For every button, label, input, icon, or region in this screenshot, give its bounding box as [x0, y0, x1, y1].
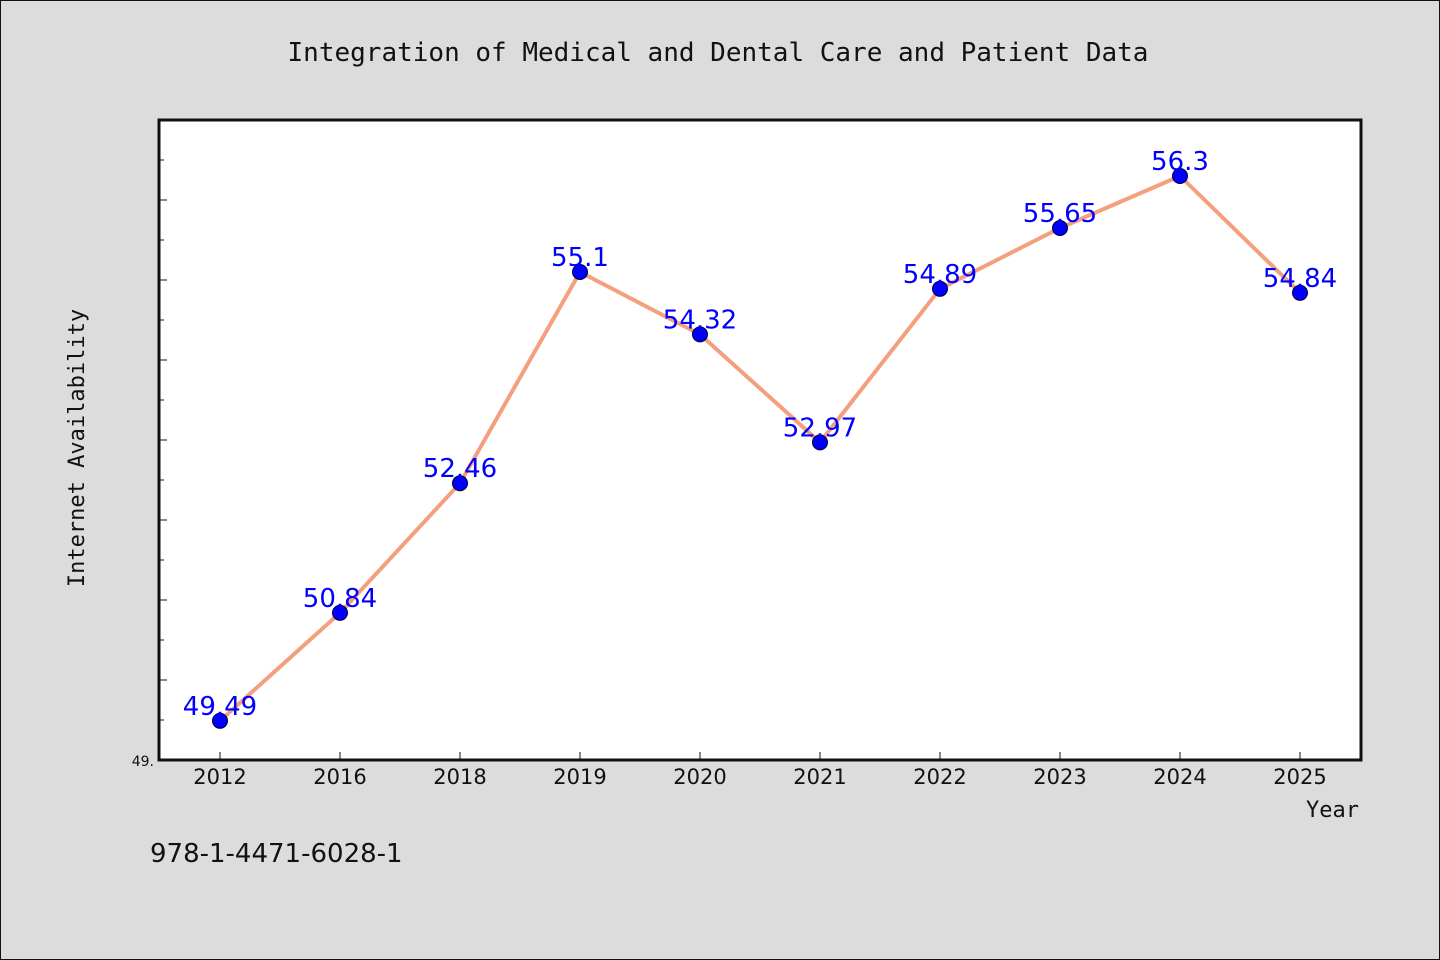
series-data-labels: 49.49 50.84 52.46 55.1 54.32 52.97 54.89 55.65 5…	[183, 147, 1337, 722]
data-point	[932, 280, 948, 297]
plot-area	[157, 118, 1363, 762]
series-markers	[212, 168, 1308, 729]
x-tick-label: 2016	[313, 765, 366, 789]
x-tick-label: 2019	[553, 765, 606, 789]
chart-title: Integration of Medical and Dental Care a…	[288, 38, 1149, 68]
data-label: 50.84	[303, 584, 377, 614]
y-axis-label: Internet Availability	[65, 309, 90, 587]
x-tick-label: 2023	[1033, 765, 1086, 789]
data-label: 52.46	[423, 454, 497, 484]
x-axis-tick-labels: 2012 2016 2018 2019 2020 2021 2022 2023 2024 2025	[193, 765, 1326, 789]
x-tick-label: 2020	[673, 765, 726, 789]
data-label: 49.49	[183, 692, 257, 722]
data-label: 54.84	[1263, 264, 1337, 294]
data-point	[212, 712, 228, 729]
series-line	[218, 174, 1302, 723]
data-point	[1292, 284, 1308, 301]
data-label: 52.97	[783, 413, 857, 443]
y-axis-min-label: 49.	[132, 754, 154, 770]
x-tick-label: 2012	[193, 765, 246, 789]
data-label: 56.3	[1151, 147, 1209, 177]
isbn-text: 978-1-4471-6028-1	[150, 839, 403, 869]
data-label: 54.89	[903, 260, 977, 290]
x-axis-ticks	[219, 752, 1301, 760]
data-label: 54.32	[663, 305, 737, 335]
data-label: 55.1	[551, 243, 609, 273]
x-tick-label: 2024	[1153, 765, 1206, 789]
x-tick-label: 2025	[1273, 765, 1326, 789]
data-point	[572, 264, 588, 280]
data-point	[332, 604, 348, 621]
data-point	[1172, 168, 1188, 184]
data-point	[812, 434, 828, 451]
x-axis-label: Year	[1306, 798, 1359, 823]
data-point	[692, 326, 708, 343]
x-tick-label: 2022	[913, 765, 966, 789]
x-tick-label: 2018	[433, 765, 486, 789]
y-axis-ticks	[159, 119, 167, 761]
data-point	[452, 475, 468, 492]
x-tick-label: 2021	[793, 765, 846, 789]
data-point	[1052, 220, 1068, 236]
data-label: 55.65	[1023, 199, 1097, 229]
